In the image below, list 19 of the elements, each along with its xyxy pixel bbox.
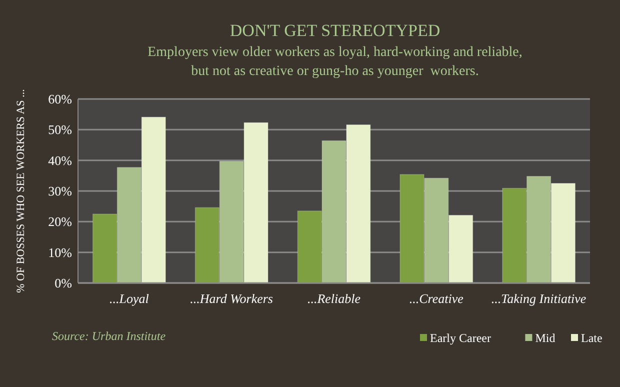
x-tick-label: ...Taking Initiative [491,291,586,306]
y-tick-label: 60% [48,92,72,107]
y-tick-label: 20% [48,214,72,230]
y-tick-label: 30% [48,184,72,199]
chart-title: DON'T GET STEREOTYPED [230,21,440,40]
x-tick-label: ...Creative [409,291,464,306]
legend-label: Late [581,331,602,345]
legend-label: Early Career [430,331,491,345]
x-tick-label: ...Hard Workers [190,291,274,306]
y-tick-label: 10% [48,244,72,260]
y-tick-label: 40% [48,152,72,168]
source-note: Source: Urban Institute [52,329,166,343]
x-tick-label: ...Reliable [307,291,361,306]
chart-subtitle: Employers view older workers as loyal, hard-working and reliable, but not as creative or gung-ho as younger workers. [148,45,522,79]
legend-label: Mid [535,331,556,345]
x-tick-label: ...Loyal [110,291,150,306]
y-tick-label: 0% [54,276,72,291]
y-axis-title: % OF BOSSES WHO SEE WORKERS AS ... [15,88,27,293]
y-tick-label: 50% [48,122,72,138]
